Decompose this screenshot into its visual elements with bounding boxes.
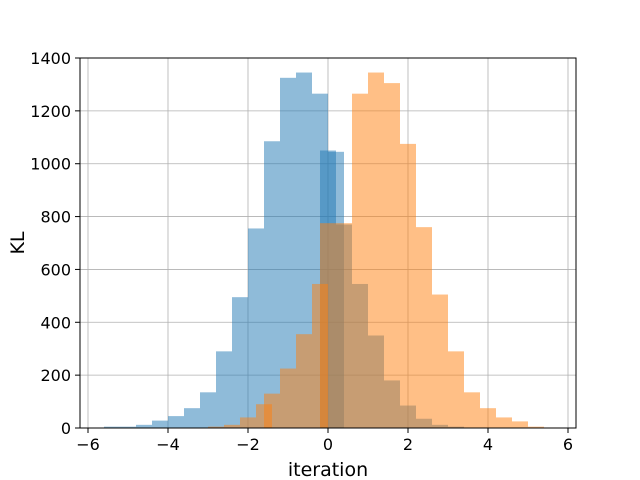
histogram-bar-series-2 xyxy=(224,424,240,428)
histogram-bar-series-1 xyxy=(104,426,120,428)
histogram-bar-series-1 xyxy=(184,408,200,428)
histogram-bar-series-1 xyxy=(280,77,296,429)
histogram-bar-series-2 xyxy=(416,227,432,428)
histogram-bar-series-2 xyxy=(336,223,352,428)
histogram-bar-series-2 xyxy=(280,368,296,428)
histogram-bar-series-2 xyxy=(264,393,280,428)
histogram-bar-series-1 xyxy=(216,351,232,428)
y-tick-label: 1400 xyxy=(30,49,71,68)
histogram-bar-series-2 xyxy=(368,72,384,429)
y-tick-label: 0 xyxy=(61,419,71,438)
histogram-bar-series-1 xyxy=(120,426,136,428)
histogram-bar-series-2 xyxy=(448,351,464,428)
histogram-bar-series-1 xyxy=(152,420,168,428)
histogram-bar-series-1 xyxy=(232,297,248,428)
histogram-bar-series-1 xyxy=(168,416,184,428)
histogram-bar-series-2 xyxy=(480,408,496,428)
histogram-bar-series-2 xyxy=(320,223,336,428)
x-tick-label: 6 xyxy=(563,435,573,454)
x-tick-label: 2 xyxy=(403,435,413,454)
y-tick-label: 1200 xyxy=(30,102,71,121)
y-axis-label: KL xyxy=(7,231,29,254)
histogram-bar-series-1 xyxy=(136,424,152,428)
x-tick-label: 4 xyxy=(483,435,493,454)
histogram-bar-series-2 xyxy=(384,83,400,428)
histogram-bar-series-1 xyxy=(200,392,216,428)
histogram-bar-series-2 xyxy=(400,143,416,428)
x-axis-label: iteration xyxy=(288,459,368,480)
x-tick-label: −6 xyxy=(76,435,100,454)
histogram-bar-series-1 xyxy=(248,228,264,428)
histogram-bar-series-1 xyxy=(264,141,280,428)
histogram-bars xyxy=(104,72,560,429)
y-tick-label: 400 xyxy=(40,313,71,332)
axis-ticks: −6 −4 −2 0 2 4 6 0 200 400 600 800 1000 1200 1400 xyxy=(30,49,573,454)
histogram-bar-series-2 xyxy=(208,426,224,428)
y-tick-label: 200 xyxy=(40,366,71,385)
histogram-bar-series-2 xyxy=(464,392,480,428)
histogram-bar-series-2 xyxy=(432,294,448,428)
histogram-bar-series-2 xyxy=(240,417,256,428)
histogram-bar-series-2 xyxy=(296,334,312,428)
histogram-bar-series-2 xyxy=(512,421,528,428)
histogram-bar-series-2 xyxy=(528,426,544,428)
x-tick-label: −2 xyxy=(236,435,260,454)
x-tick-label: 0 xyxy=(323,435,333,454)
histogram-bar-series-2 xyxy=(352,93,368,428)
y-tick-label: 800 xyxy=(40,208,71,227)
histogram-bar-series-2 xyxy=(496,417,512,428)
y-tick-label: 600 xyxy=(40,260,71,279)
y-tick-label: 1000 xyxy=(30,155,71,174)
x-tick-label: −4 xyxy=(156,435,180,454)
